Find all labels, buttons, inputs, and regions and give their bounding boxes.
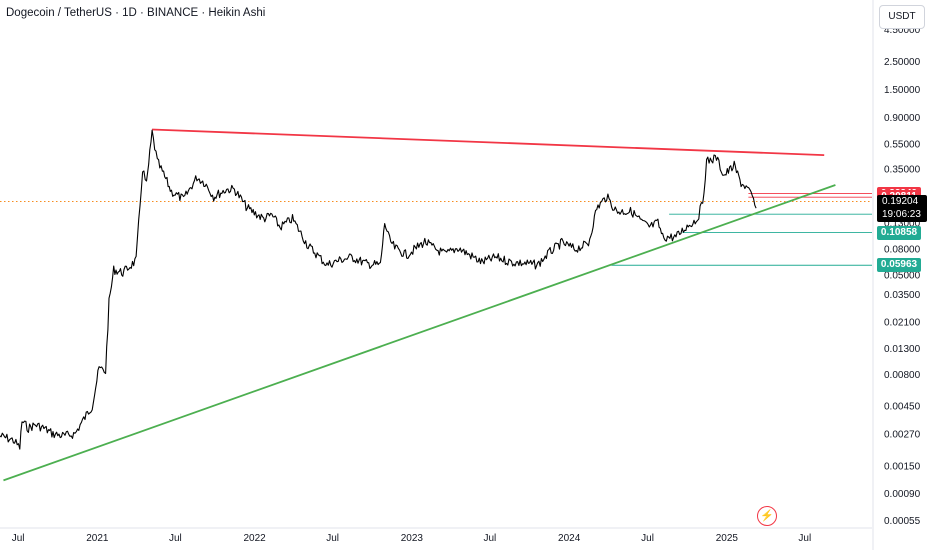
y-tick-label: 0.02100 bbox=[884, 318, 921, 329]
trendline-green bbox=[3, 184, 836, 482]
x-axis: Jul 2021 Jul 2022 Jul 2023 Jul 2024 Jul 2025 Jul bbox=[0, 0, 874, 550]
y-tick-label: 0.00150 bbox=[884, 461, 921, 472]
y-tick-label: 0.03500 bbox=[884, 290, 921, 301]
candle-countdown: 19:06:23 bbox=[882, 209, 921, 220]
x-tick-label: Jul bbox=[798, 533, 811, 544]
y-tick-label: 0.00270 bbox=[884, 429, 921, 440]
price-level-tag: 0.05963 bbox=[877, 258, 921, 273]
y-tick-label: 1.50000 bbox=[884, 85, 921, 96]
x-tick-label: Jul bbox=[641, 533, 654, 544]
x-tick-label: Jul bbox=[169, 533, 182, 544]
y-tick-label: 0.00055 bbox=[884, 516, 921, 527]
current-price-value: 0.19204 bbox=[882, 196, 919, 207]
y-tick-label: 0.35000 bbox=[884, 164, 921, 175]
y-tick-label: 0.13000 bbox=[884, 218, 921, 229]
y-axis: 4.50000 2.50000 1.50000 0.90000 0.55000 0.350… bbox=[884, 25, 921, 527]
x-tick-label: Jul bbox=[12, 533, 25, 544]
current-price-tag: 0.19204 19:06:23 bbox=[877, 195, 927, 222]
price-levels bbox=[0, 193, 872, 266]
trendline-red bbox=[152, 128, 825, 157]
y-tick-label: 0.55000 bbox=[884, 140, 921, 151]
y-tick-label: 0.90000 bbox=[884, 113, 921, 124]
x-tick-label: 2021 bbox=[86, 533, 109, 544]
y-tick-label: 2.50000 bbox=[884, 57, 921, 68]
price-level-tag: 0.10858 bbox=[877, 225, 921, 240]
x-tick-label: 2023 bbox=[401, 533, 424, 544]
chart-title: Dogecoin / TetherUS · 1D · BINANCE · Hei… bbox=[6, 7, 266, 19]
trendlines[interactable] bbox=[3, 128, 836, 482]
x-tick-label: 2022 bbox=[244, 533, 267, 544]
x-tick-label: 2024 bbox=[558, 533, 581, 544]
price-series bbox=[0, 129, 757, 450]
y-tick-label: 4.50000 bbox=[884, 25, 921, 36]
y-tick-label: 0.00450 bbox=[884, 402, 921, 413]
y-tick-label: 0.08000 bbox=[884, 245, 921, 256]
y-tick-label: 0.05000 bbox=[884, 270, 921, 281]
currency-button[interactable]: USDT bbox=[879, 5, 925, 29]
y-tick-label: 0.01300 bbox=[884, 344, 921, 355]
lightning-icon[interactable]: ⚡ bbox=[757, 506, 777, 526]
x-tick-label: 2025 bbox=[716, 533, 739, 544]
y-tick-label: 0.00090 bbox=[884, 489, 921, 500]
price-line bbox=[0, 129, 757, 450]
x-tick-label: Jul bbox=[326, 533, 339, 544]
x-tick-label: Jul bbox=[483, 533, 496, 544]
y-tick-label: 0.00800 bbox=[884, 370, 921, 381]
